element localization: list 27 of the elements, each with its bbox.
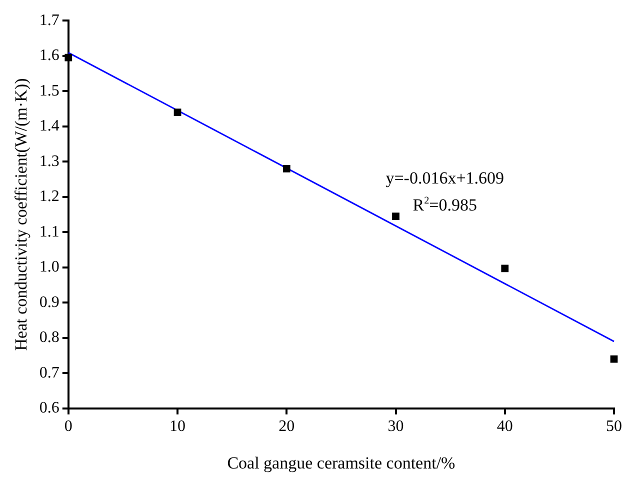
point: [64, 54, 72, 62]
y-tick-label: 0.6: [39, 400, 60, 417]
y-tick-label: 1.7: [39, 12, 60, 29]
point: [501, 264, 509, 272]
x-tick-label: 20: [278, 418, 295, 436]
point: [282, 164, 290, 172]
x-tick-label: 40: [496, 418, 513, 436]
y-tick-label: 1.6: [39, 47, 60, 64]
y-tick-label: 1.0: [39, 258, 60, 276]
y-tick-label: 0.7: [39, 364, 60, 382]
y-tick-label: 1.2: [39, 188, 60, 206]
y-tick-label: 1.3: [39, 152, 60, 170]
y-tick-label: 0.8: [39, 329, 60, 346]
point: [174, 108, 182, 116]
y-tick-label: 0.9: [39, 294, 60, 311]
y-axis-title: Heat conductivity coefficient(W/(m·K)): [12, 78, 31, 351]
x-axis-title: Coal gangue ceramsite content/%: [227, 453, 456, 472]
x-tick-label: 10: [170, 418, 186, 436]
x-tick-label: 50: [606, 418, 622, 436]
y-tick-label: 1.5: [39, 82, 60, 100]
y-tick-label: 1.1: [39, 223, 60, 240]
y-tick-label: 1.4: [39, 118, 60, 135]
point: [610, 355, 618, 363]
point: [392, 212, 400, 220]
x-tick-label: 30: [388, 418, 404, 436]
annotation: y=-0.016x+1.609: [386, 168, 504, 188]
x-tick-label: 0: [64, 418, 72, 436]
